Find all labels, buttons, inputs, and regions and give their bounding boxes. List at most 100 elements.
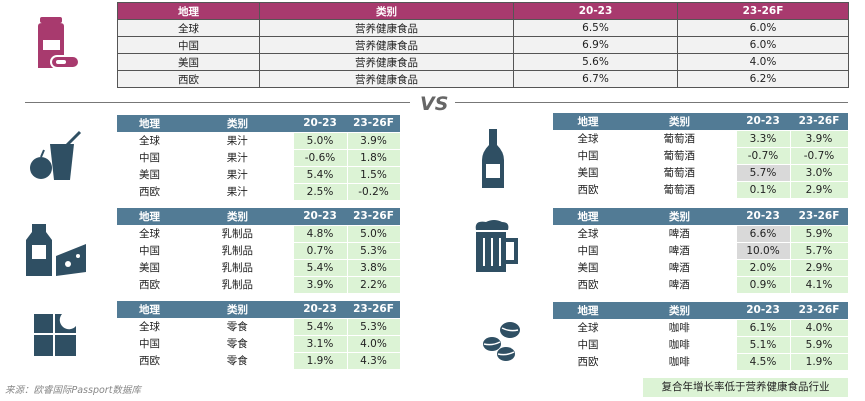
cagr-20-23-cell: 3.1% — [292, 334, 348, 353]
category-cell: 乳制品 — [221, 228, 254, 240]
beer-table: 地理 类别 20-23 23-26F 全球 啤酒 6.6% 5.9% 中国 啤酒 10.0% 5.7%… — [553, 208, 849, 294]
geo-cell: 全球 — [577, 133, 599, 145]
header-row: 地理 类别 20-23 23-26F — [117, 2, 849, 20]
cagr-23-26f-cell: 5.3% — [346, 317, 401, 336]
header-row: 地理 类别 20-23 23-26F — [117, 115, 400, 132]
cagr-20-23-cell: 4.8% — [292, 224, 348, 243]
geo-cell: 西欧 — [139, 279, 160, 291]
cagr-20-23-cell: 5.6% — [513, 53, 678, 71]
cagr-20-23-cell: 10.0% — [735, 241, 791, 260]
table-row: 西欧 葡萄酒 0.1% 2.9% — [553, 180, 849, 199]
category-cell: 葡萄酒 — [663, 133, 696, 145]
geo-cell: 西欧 — [139, 355, 160, 367]
cagr-20-23-cell: 3.9% — [292, 275, 348, 294]
col-cat: 类别 — [623, 113, 736, 130]
table-row: 全球 营养健康食品 6.5% 6.0% — [117, 19, 849, 37]
cagr-23-26f-cell: 2.9% — [789, 258, 849, 277]
cagr-23-26f-cell: 3.0% — [789, 163, 849, 182]
category-cell: 乳制品 — [221, 279, 254, 291]
cagr-23-26f-cell: -0.2% — [346, 182, 401, 201]
cagr-23-26f-cell: 2.2% — [346, 275, 401, 294]
cagr-20-23-cell: 1.9% — [292, 351, 348, 370]
cagr-20-23-cell: 6.6% — [735, 224, 791, 243]
geo-cell: 西欧 — [577, 279, 599, 291]
chocolate-icon — [34, 314, 76, 356]
cagr-23-26f-cell: 5.3% — [346, 241, 401, 260]
cagr-20-23-cell: -0.6% — [292, 148, 348, 167]
cagr-20-23-cell: 2.0% — [735, 258, 791, 277]
category-cell: 咖啡 — [668, 356, 690, 368]
cagr-20-23-cell: 3.3% — [735, 129, 791, 148]
category-cell: 咖啡 — [668, 339, 690, 351]
vs-label: VS — [420, 93, 449, 115]
table-row: 全球 乳制品 4.8% 5.0% — [117, 224, 401, 243]
table-row: 全球 葡萄酒 3.3% 3.9% — [553, 129, 849, 148]
cagr-20-23-cell: 5.4% — [292, 258, 348, 277]
cagr-20-23-cell: 6.5% — [513, 19, 678, 37]
cagr-20-23-cell: 5.4% — [292, 165, 348, 184]
table-row: 美国 葡萄酒 5.7% 3.0% — [553, 163, 849, 182]
dairy-table: 地理 类别 20-23 23-26F 全球 乳制品 4.8% 5.0% 中国 乳制品 0.7% 5.3… — [117, 208, 401, 294]
category-cell: 葡萄酒 — [663, 184, 696, 196]
table-row: 西欧 营养健康食品 6.7% 6.2% — [117, 70, 849, 88]
geo-cell: 西欧 — [577, 356, 599, 368]
table-row: 西欧 果汁 2.5% -0.2% — [117, 182, 401, 201]
cagr-23-26f-cell: 4.0% — [677, 53, 849, 71]
table-row: 中国 营养健康食品 6.9% 6.0% — [117, 36, 849, 54]
category-cell: 零食 — [226, 321, 248, 333]
table-row: 中国 葡萄酒 -0.7% -0.7% — [553, 146, 849, 165]
category-cell: 啤酒 — [668, 245, 690, 257]
cagr-20-23-cell: 0.7% — [292, 241, 348, 260]
juice-icon — [30, 130, 82, 180]
table-row: 西欧 零食 1.9% 4.3% — [117, 351, 401, 370]
table-row: 西欧 乳制品 3.9% 2.2% — [117, 275, 401, 294]
legend-note: 复合年增长率低于营养健康食品行业 — [643, 378, 848, 397]
col-cat: 类别 — [623, 302, 736, 319]
geo-cell: 全球 — [139, 321, 160, 333]
cagr-20-23-cell: 5.7% — [735, 163, 791, 182]
cagr-20-23-cell: 4.5% — [735, 352, 791, 371]
source-note: 来源：欧睿国际Passport数据库 — [5, 385, 141, 396]
cagr-23-26f-cell: 4.0% — [346, 334, 401, 353]
table-row: 中国 乳制品 0.7% 5.3% — [117, 241, 401, 260]
geo-cell: 全球 — [577, 228, 599, 240]
category-cell: 营养健康食品 — [259, 53, 514, 71]
cagr-20-23-cell: 6.9% — [513, 36, 678, 54]
table-row: 美国 乳制品 5.4% 3.8% — [117, 258, 401, 277]
col-20-23: 20-23 — [736, 113, 790, 130]
header-row: 地理 类别 20-23 23-26F — [117, 301, 400, 318]
table-row: 西欧 啤酒 0.9% 4.1% — [553, 275, 849, 294]
category-cell: 果汁 — [226, 186, 248, 198]
category-cell: 零食 — [226, 338, 248, 350]
category-cell: 营养健康食品 — [259, 19, 514, 37]
category-cell: 果汁 — [226, 135, 248, 147]
table-row: 全球 咖啡 6.1% 4.0% — [553, 318, 849, 337]
col-20-23: 20-23 — [293, 208, 347, 225]
wine-table: 地理 类别 20-23 23-26F 全球 葡萄酒 3.3% 3.9% 中国 葡萄酒 -0.7% -0… — [553, 113, 849, 199]
geo-cell: 美国 — [139, 262, 160, 274]
category-cell: 果汁 — [226, 169, 248, 181]
cagr-20-23-cell: 0.1% — [735, 180, 791, 199]
geo-cell: 中国 — [139, 338, 160, 350]
col-cat: 类别 — [182, 115, 293, 132]
cagr-20-23-cell: 6.7% — [513, 70, 678, 88]
cagr-23-26f-cell: 5.9% — [789, 224, 849, 243]
col-geo: 地理 — [117, 115, 182, 132]
coffee-beans-icon — [483, 322, 520, 361]
cagr-23-26f-cell: 5.0% — [346, 224, 401, 243]
geo-cell: 中国 — [139, 245, 160, 257]
cagr-23-26f-cell: 6.2% — [677, 70, 849, 88]
col-20-23: 20-23 — [736, 302, 790, 319]
table-row: 全球 零食 5.4% 5.3% — [117, 317, 401, 336]
category-cell: 零食 — [226, 355, 248, 367]
header-row: 地理 类别 20-23 23-26F — [553, 302, 848, 319]
col-cat: 类别 — [623, 208, 736, 225]
cagr-23-26f-cell: 4.3% — [346, 351, 401, 370]
geo-cell: 全球 — [117, 19, 260, 37]
table-row: 全球 果汁 5.0% 3.9% — [117, 131, 401, 150]
geo-cell: 美国 — [577, 262, 599, 274]
col-cat: 类别 — [182, 301, 293, 318]
table-row: 美国 果汁 5.4% 1.5% — [117, 165, 401, 184]
geo-cell: 美国 — [117, 53, 260, 71]
top-table: 地理 类别 20-23 23-26F 全球 营养健康食品 6.5% 6.0% 中国 营养健康食品 6… — [117, 2, 849, 88]
